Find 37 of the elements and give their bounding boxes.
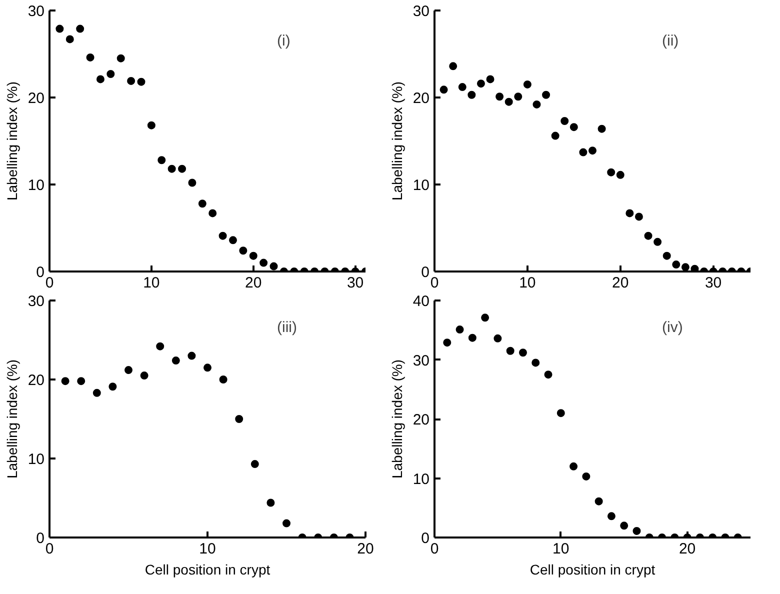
y-tick-label: 20 <box>412 412 430 428</box>
y-tick-label: 10 <box>412 470 430 488</box>
y-tick-label: 0 <box>36 264 44 281</box>
y-axis-title: Labelling index (%) <box>4 359 20 479</box>
y-tick-label: 0 <box>36 530 44 547</box>
y-axis-title: Labelling index (%) <box>4 81 20 201</box>
annotation: (iv) <box>662 319 683 336</box>
y-tick-label: 40 <box>412 293 430 310</box>
x-axis-title: Cell position in crypt <box>530 562 656 578</box>
y-tick-label: 30 <box>28 3 45 20</box>
x-tick-label: 20 <box>612 274 629 292</box>
y-tick-label: 30 <box>412 352 430 370</box>
x-tick-label: 10 <box>199 540 216 558</box>
annotation: (ii) <box>662 32 679 50</box>
y-tick-label: 30 <box>412 3 430 20</box>
y-tick-label: 20 <box>412 90 430 107</box>
y-tick-label: 0 <box>421 264 430 281</box>
x-tick-label: 20 <box>245 274 262 292</box>
x-tick-label: 10 <box>552 540 570 558</box>
x-tick-label: 10 <box>519 274 536 292</box>
y-tick-label: 10 <box>28 177 45 194</box>
y-tick-label: 20 <box>28 372 45 389</box>
y-tick-label: 0 <box>421 530 430 547</box>
y-tick-label: 10 <box>412 177 430 194</box>
y-axis-title: Labelling index (%) <box>388 359 405 479</box>
y-tick-label: 30 <box>28 293 45 310</box>
x-tick-label: 20 <box>678 540 696 558</box>
x-tick-label: 30 <box>346 274 364 292</box>
y-tick-label: 20 <box>28 90 45 107</box>
x-tick-label: 30 <box>704 274 722 292</box>
x-axis-title: Cell position in crypt <box>144 562 270 578</box>
x-tick-label: 20 <box>357 540 374 558</box>
y-tick-label: 10 <box>28 451 45 468</box>
annotation: (i) <box>277 32 290 50</box>
annotation: (iii) <box>277 319 298 336</box>
x-tick-label: 10 <box>143 274 160 292</box>
y-axis-title: Labelling index (%) <box>388 81 405 201</box>
